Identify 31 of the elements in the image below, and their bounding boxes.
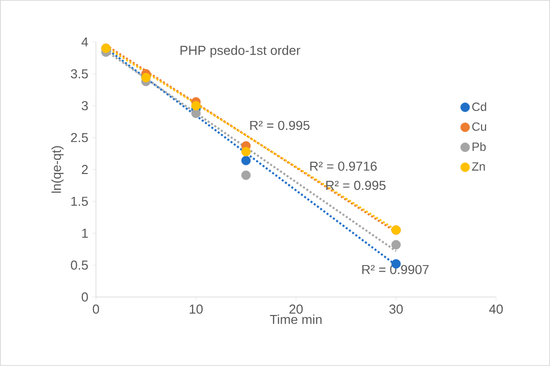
- y-axis-title: ln(qe-qt): [51, 146, 64, 193]
- legend-label: Cu: [472, 122, 486, 131]
- y-tick-label: 2: [82, 164, 88, 174]
- y-tick-label: 3.5: [70, 69, 88, 78]
- point: [191, 101, 201, 110]
- point: [241, 170, 251, 180]
- annotation: R² = 0.9907: [362, 264, 429, 274]
- annotation: R² = 0.995: [326, 180, 386, 190]
- chart-title: PHP psedo-1st order: [180, 45, 300, 58]
- y-tick-label: 0: [82, 292, 88, 302]
- point: [391, 240, 401, 250]
- point: [241, 156, 251, 166]
- annotation: R² = 0.9716: [310, 162, 377, 171]
- annotation: R² = 0.995: [250, 120, 310, 130]
- legend-label: Zn: [472, 162, 485, 171]
- y-tick-label: 0.5: [70, 260, 88, 270]
- legend-label: Pb: [472, 142, 486, 152]
- point: [191, 108, 201, 118]
- y-tick-label: 4: [82, 37, 88, 46]
- x-axis-title: Time min: [270, 314, 322, 324]
- x-tick-label: 0: [92, 304, 100, 314]
- y-tick-label: 2.5: [71, 133, 88, 142]
- y-tick-label: 3: [82, 101, 88, 110]
- x-tick-label: 40: [489, 304, 503, 314]
- x-tick-label: 10: [190, 304, 203, 314]
- y-tick-label: 1: [82, 228, 88, 238]
- x-tick-label: 30: [389, 304, 403, 314]
- y-tick-label: 1.5: [71, 196, 88, 206]
- x-tick-label: 20: [289, 304, 303, 314]
- legend-label: Cd: [472, 102, 486, 112]
- point: [241, 146, 251, 156]
